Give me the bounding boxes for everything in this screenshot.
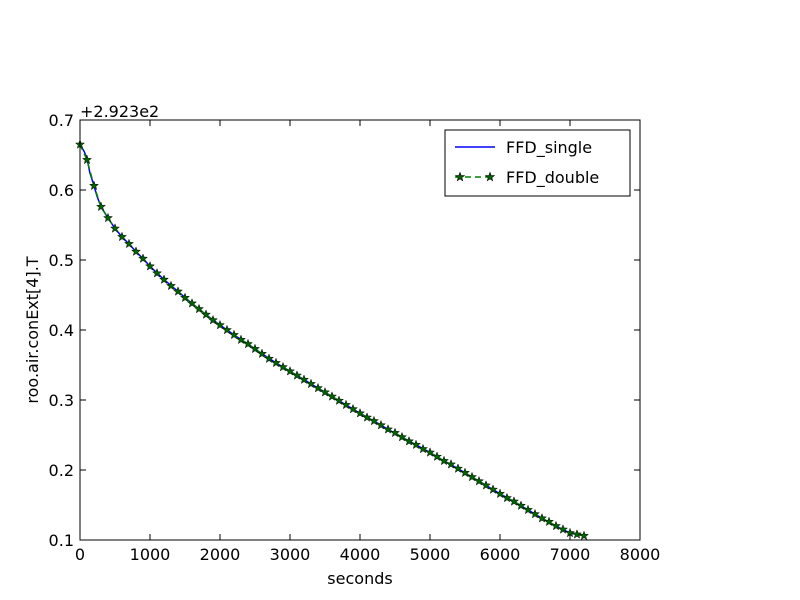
data-point-ffd-double [536,512,548,523]
data-point-ffd-double [557,524,569,534]
data-point-ffd-double [361,412,373,422]
y-axis-label: roo.air.conExt[4].T [23,256,42,403]
data-point-ffd-double [123,238,135,249]
x-tick-label: 0 [75,545,85,564]
x-tick-label: 8000 [620,545,661,564]
data-point-ffd-double [459,467,471,478]
data-point-ffd-double [438,455,450,466]
data-point-ffd-double [473,475,485,486]
data-point-ffd-double [172,286,184,296]
data-point-ffd-double [396,431,408,442]
data-point-ffd-double [389,427,401,438]
x-tick-label: 7000 [550,545,591,564]
data-point-ffd-double [543,516,555,527]
data-point-ffd-double [508,496,520,506]
data-point-ffd-double [165,280,177,291]
data-point-ffd-double [431,451,443,462]
data-point-ffd-double [333,395,345,406]
data-point-ffd-double [403,435,415,446]
data-point-ffd-double [214,319,226,330]
x-tick-label: 1000 [130,545,171,564]
data-point-ffd-double [445,459,457,469]
data-point-ffd-double [340,399,352,410]
data-point-ffd-double [571,529,583,539]
series-layer [74,139,590,541]
data-point-ffd-double [249,343,261,354]
data-point-ffd-double [186,298,198,308]
data-point-ffd-double [494,488,506,499]
data-point-ffd-double [263,353,275,364]
legend: FFD_single FFD_double [444,129,631,197]
data-point-ffd-double [95,201,107,212]
y-tick-label: 0.1 [49,531,74,550]
ticks-layer: 0 1000 2000 3000 4000 5000 6000 7000 8000 0.1 0.2 0… [49,111,661,564]
data-point-ffd-double [256,348,268,359]
data-point-ffd-double [277,361,289,372]
data-point-ffd-double [284,365,296,376]
legend-label-ffd-single: FFD_single [506,138,592,158]
data-point-ffd-double [487,484,499,494]
data-point-ffd-double [550,520,562,531]
data-point-ffd-double [158,274,170,284]
data-point-ffd-double [312,382,324,393]
data-point-ffd-double [382,424,394,434]
data-point-ffd-double [515,500,527,511]
y-tick-label: 0.7 [49,111,74,130]
data-point-ffd-double [179,292,191,303]
y-tick-label: 0.5 [49,251,74,270]
data-point-ffd-double [452,463,464,473]
data-point-ffd-double [326,391,338,401]
y-tick-label: 0.4 [49,321,74,340]
data-point-ffd-double [417,443,429,454]
x-axis-label: seconds [327,569,392,588]
data-point-ffd-double [235,334,247,345]
y-tick-label: 0.3 [49,391,74,410]
data-point-ffd-double [109,223,121,233]
data-point-ffd-double [228,329,240,340]
data-point-ffd-double [298,374,310,385]
y-tick-label: 0.6 [49,181,74,200]
data-point-ffd-double [193,303,205,314]
legend-label-ffd-double: FFD_double [506,168,599,188]
data-point-ffd-double [319,386,331,397]
data-point-ffd-double [88,180,100,191]
data-point-ffd-double [291,370,303,380]
data-point-ffd-double [424,447,436,457]
data-point-ffd-double [529,508,541,519]
data-point-ffd-double [130,246,142,256]
x-tick-label: 6000 [480,545,521,564]
data-point-ffd-double [368,415,380,426]
data-point-ffd-double [151,267,163,278]
data-point-ffd-double [270,357,282,368]
legend-marker-ffd-double [484,171,496,182]
data-point-ffd-double [375,419,387,430]
data-point-ffd-double [466,471,478,482]
data-point-ffd-double [480,480,492,490]
data-point-ffd-double [578,530,590,541]
data-point-ffd-double [81,154,93,165]
data-point-ffd-double [305,378,317,389]
data-point-ffd-double [102,212,114,223]
data-point-ffd-double [137,253,149,263]
x-tick-label: 5000 [410,545,451,564]
data-point-ffd-double [116,231,128,242]
data-point-ffd-double [410,439,422,450]
data-point-ffd-double [501,492,513,503]
x-tick-label: 2000 [200,545,241,564]
data-point-ffd-double [522,504,534,515]
axis-offset-label: +2.923e2 [80,102,159,121]
data-point-ffd-double [207,314,219,325]
data-point-ffd-double [221,324,233,335]
data-point-ffd-double [242,338,254,349]
legend-box [444,129,631,197]
x-tick-label: 3000 [270,545,311,564]
x-tick-label: 4000 [340,545,381,564]
data-point-ffd-double [144,260,156,271]
data-point-ffd-double [200,309,212,319]
legend-marker-ffd-double [454,171,466,182]
data-point-ffd-double [354,407,366,418]
y-tick-label: 0.2 [49,461,74,480]
data-point-ffd-double [347,403,359,414]
